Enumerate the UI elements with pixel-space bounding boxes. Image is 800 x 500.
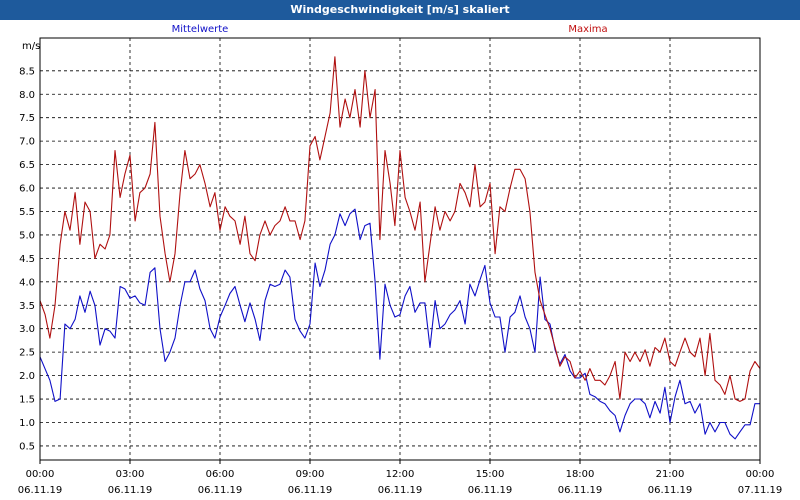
axes: 0.5 1.0 1.5 2.0 2.5 3.0 3.5 4.0 4.5 5.0 5.5 6.0 6.5 7… (18, 37, 783, 496)
y-tick-label: 3.5 (19, 301, 35, 312)
y-tick-label: 2.5 (19, 348, 35, 359)
legend-mittelwerte: Mittelwerte (171, 24, 229, 35)
series-line-mittelwerte (39, 208, 760, 440)
x-tick-date-label: 06.11.19 (648, 485, 693, 496)
x-tick-date-label: 06.11.19 (558, 485, 603, 496)
x-tick-time-label: 00:00 (26, 469, 55, 480)
x-tick-date-label: 06.11.19 (108, 485, 153, 496)
x-tick-time-label: 18:00 (566, 469, 595, 480)
y-tick-label: 4.0 (19, 277, 35, 288)
y-tick-label: 3.0 (19, 324, 35, 335)
y-tick-label: 8.0 (19, 90, 35, 101)
x-tick-time-label: 03:00 (116, 469, 145, 480)
y-tick-label: 8.5 (19, 66, 35, 77)
x-tick-date-label: 06.11.19 (288, 485, 333, 496)
series-layer (39, 56, 761, 440)
y-tick-label: 0.5 (19, 441, 35, 452)
y-tick-label: 4.5 (19, 254, 35, 265)
x-tick-date-label: 06.11.19 (378, 485, 423, 496)
series-line-maxima (39, 56, 761, 402)
x-tick-time-label: 06:00 (206, 469, 235, 480)
y-tick-label: 5.5 (19, 207, 35, 218)
x-tick-time-label: 12:00 (386, 469, 415, 480)
x-tick-date-label: 06.11.19 (18, 485, 63, 496)
y-tick-label: 6.5 (19, 160, 35, 171)
y-tick-label: 7.0 (19, 137, 35, 148)
x-tick-time-label: 21:00 (656, 469, 685, 480)
y-tick-label: 1.5 (19, 395, 35, 406)
x-tick-date-label: 07.11.19 (738, 485, 783, 496)
x-tick-time-label: 15:00 (476, 469, 505, 480)
y-tick-label: 2.0 (19, 371, 35, 382)
y-tick-label: 7.5 (19, 113, 35, 124)
x-tick-date-label: 06.11.19 (198, 485, 243, 496)
x-tick-date-label: 06.11.19 (468, 485, 513, 496)
y-tick-label: 6.0 (19, 184, 35, 195)
y-axis-label: m/s (22, 41, 40, 52)
x-tick-time-label: 09:00 (296, 469, 325, 480)
chart-title: Windgeschwindigkeit [m/s] skaliert (0, 0, 800, 20)
y-tick-label: 1.0 (19, 418, 35, 429)
grid (40, 38, 760, 460)
x-tick-time-label: 00:00 (746, 469, 775, 480)
legend-maxima: Maxima (568, 24, 608, 35)
y-tick-label: 5.0 (19, 230, 35, 241)
